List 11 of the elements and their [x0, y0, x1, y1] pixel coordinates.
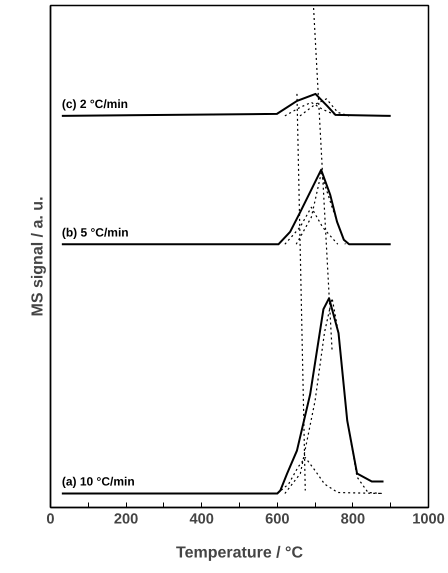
x-tick-label: 400: [189, 512, 214, 528]
y-axis-title: MS signal / a. u.: [30, 196, 46, 317]
x-axis-title: Temperature / °C: [176, 544, 304, 562]
x-tick-label: 600: [265, 512, 290, 528]
series-label: (b) 5 °C/min: [62, 225, 129, 240]
series-label: (a) 10 °C/min: [62, 474, 135, 489]
x-tick-label: 0: [46, 512, 55, 528]
series-label: (c) 2 °C/min: [62, 96, 128, 111]
x-tick-label: 1000: [412, 512, 445, 528]
x-tick-label: 200: [114, 512, 138, 528]
x-tick-label: 800: [340, 512, 366, 528]
